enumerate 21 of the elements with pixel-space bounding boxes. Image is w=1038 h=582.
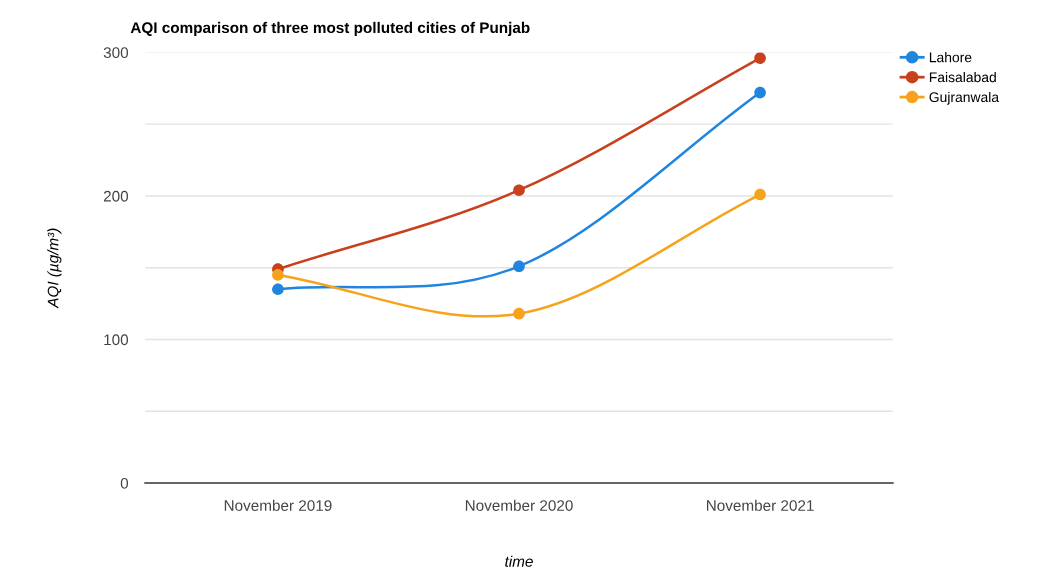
x-tick-label: November 2019 — [224, 499, 332, 511]
point — [754, 52, 766, 64]
point — [754, 188, 766, 201]
x-tick-label: November 2020 — [465, 499, 573, 511]
y-tick-label: 300 — [103, 47, 129, 59]
legend-label: Gujranwala — [929, 91, 1000, 105]
point — [272, 283, 284, 296]
point — [513, 184, 525, 197]
x-axis-title: time — [505, 555, 533, 567]
legend-label: Faisalabad — [929, 71, 996, 83]
x-tick-label: November 2021 — [706, 499, 814, 511]
chart-title: AQI comparison of three most polluted cities of Punjab — [130, 21, 530, 37]
legend-label: Lahore — [929, 52, 972, 63]
point — [754, 86, 766, 99]
point — [513, 307, 525, 320]
y-tick-label: 0 — [120, 477, 129, 489]
y-tick-label: 100 — [104, 334, 129, 346]
point — [513, 260, 525, 273]
y-tick-label: 200 — [103, 190, 129, 202]
y-axis-title: AQI (µg/m³) — [47, 228, 62, 309]
point — [272, 269, 284, 281]
